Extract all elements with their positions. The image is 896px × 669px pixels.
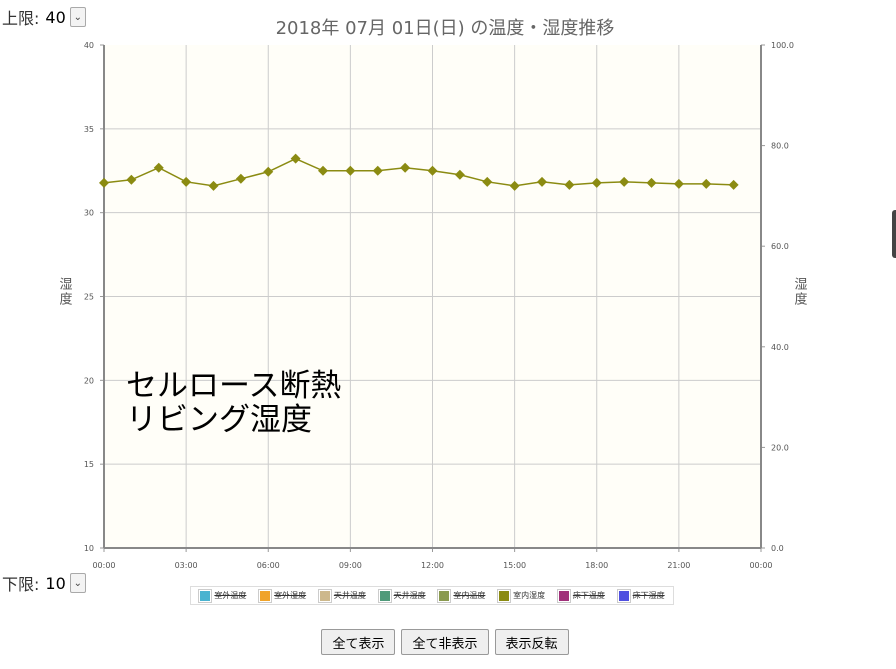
- data-point: [537, 176, 547, 187]
- invert-display-button[interactable]: 表示反転: [494, 629, 569, 655]
- y2-tick-label: 80.0: [771, 142, 789, 151]
- data-point: [263, 166, 274, 177]
- upper-limit: 上限: 40 ⌄: [2, 5, 86, 29]
- legend-label: 室内温度: [453, 591, 486, 600]
- data-point: [427, 165, 438, 176]
- side-handle[interactable]: [892, 210, 896, 258]
- legend-label: 床下温度: [572, 591, 605, 600]
- chart-title: 2018年 07月 01日(日) の温度・湿度推移: [275, 18, 615, 39]
- hide-all-button[interactable]: 全て非表示: [401, 629, 489, 655]
- data-point: [728, 179, 739, 190]
- legend-swatch: [199, 589, 212, 602]
- data-point: [701, 178, 712, 189]
- x-tick-label: 09:00: [339, 561, 362, 570]
- legend-swatch: [378, 589, 391, 602]
- x-tick-label: 12:00: [421, 561, 444, 570]
- lower-limit: 下限: 10 ⌄: [2, 571, 86, 595]
- data-point: [646, 177, 657, 188]
- x-tick-label: 03:00: [175, 561, 198, 570]
- data-point: [564, 179, 575, 190]
- data-point: [153, 162, 164, 173]
- button-bar: 全て表示 全て非表示 表示反転: [0, 629, 890, 655]
- legend-item[interactable]: 天井湿度: [378, 589, 426, 602]
- data-point: [591, 177, 602, 188]
- legend-swatch: [617, 589, 630, 602]
- y-tick-label: 15: [84, 460, 94, 469]
- legend-label: 室内湿度: [513, 591, 546, 600]
- y-tick-label: 30: [84, 209, 94, 218]
- legend-item[interactable]: 室外温度: [199, 589, 247, 602]
- legend-swatch: [498, 589, 511, 602]
- legend-swatch: [259, 589, 272, 602]
- legend-item[interactable]: 室外湿度: [259, 589, 307, 602]
- legend-swatch: [557, 589, 570, 602]
- data-point: [482, 176, 493, 187]
- legend-item[interactable]: 室内温度: [438, 589, 486, 602]
- data-point: [673, 178, 684, 189]
- data-point: [235, 173, 246, 184]
- overlay-annotation: セルロース断熱: [126, 368, 341, 404]
- legend-item[interactable]: 室内湿度: [498, 589, 546, 602]
- y2-tick-label: 20.0: [771, 443, 789, 452]
- y2-tick-label: 60.0: [771, 242, 789, 251]
- lower-limit-value: 10: [41, 573, 70, 593]
- overlay-annotation: リビング湿度: [126, 402, 312, 438]
- y-tick-label: 10: [84, 544, 94, 553]
- data-point: [318, 165, 328, 176]
- legend-label: 床下湿度: [632, 591, 665, 600]
- data-point: [509, 180, 520, 191]
- y2-axis-label: 湿度: [794, 278, 807, 308]
- y2-tick-label: 100.0: [771, 41, 794, 50]
- legend-swatch: [318, 589, 331, 602]
- legend-label: 天井湿度: [393, 591, 426, 600]
- upper-limit-select[interactable]: 40 ⌄: [41, 7, 86, 27]
- x-tick-label: 18:00: [585, 561, 608, 570]
- x-tick-label: 15:00: [503, 561, 526, 570]
- y-tick-label: 35: [84, 125, 94, 134]
- data-point: [619, 176, 630, 187]
- y-tick-label: 20: [84, 376, 94, 385]
- legend-item[interactable]: 床下温度: [557, 589, 605, 602]
- data-point: [345, 165, 356, 176]
- y2-tick-label: 0.0: [771, 544, 784, 553]
- y2-tick-label: 40.0: [771, 343, 789, 352]
- y-tick-label: 40: [84, 41, 94, 50]
- data-point: [454, 169, 465, 180]
- x-tick-label: 00:00: [749, 561, 772, 570]
- legend-label: 室外温度: [214, 591, 247, 600]
- x-tick-label: 00:00: [92, 561, 115, 570]
- show-all-button[interactable]: 全て表示: [321, 629, 396, 655]
- data-point: [99, 177, 109, 188]
- legend-swatch: [438, 589, 451, 602]
- chevron-down-icon[interactable]: ⌄: [69, 7, 86, 27]
- legend-item[interactable]: 床下湿度: [617, 589, 665, 602]
- chevron-down-icon[interactable]: ⌄: [69, 573, 86, 593]
- legend-item[interactable]: 天井温度: [318, 589, 366, 602]
- lower-limit-label: 下限:: [2, 575, 40, 594]
- y-axis-label: 湿度: [59, 278, 72, 308]
- data-point: [372, 165, 383, 176]
- y-tick-label: 25: [84, 293, 94, 302]
- lower-limit-select[interactable]: 10 ⌄: [41, 573, 86, 593]
- legend-label: 天井温度: [333, 591, 366, 600]
- legend: 室外温度 室外湿度 天井温度 天井湿度 室内温度 室内湿度 床下温度 床下湿度: [190, 586, 674, 605]
- x-tick-label: 06:00: [257, 561, 280, 570]
- data-point: [400, 162, 411, 173]
- data-point: [290, 153, 301, 164]
- legend-label: 室外湿度: [274, 591, 307, 600]
- data-point: [181, 176, 192, 187]
- x-tick-label: 21:00: [667, 561, 690, 570]
- data-point: [208, 180, 219, 191]
- upper-limit-value: 40: [41, 7, 70, 27]
- upper-limit-label: 上限:: [2, 9, 40, 28]
- data-point: [126, 174, 137, 185]
